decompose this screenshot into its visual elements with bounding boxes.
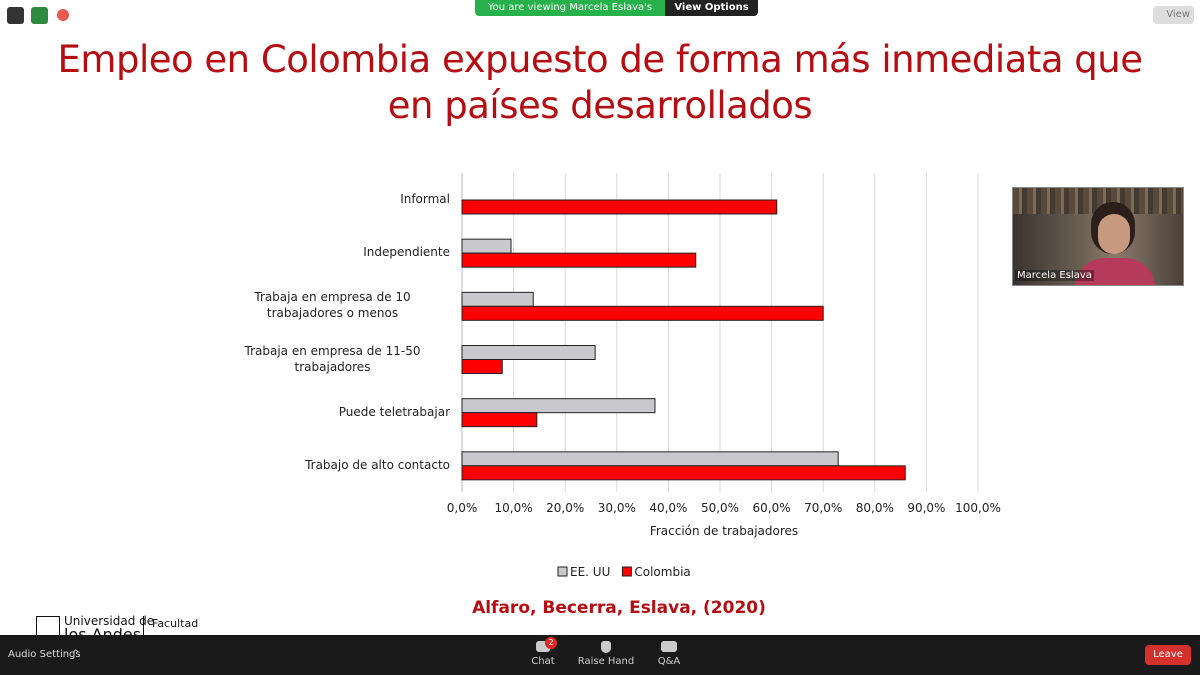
chart: 0,0% 10,0% 20,0% 30,0% 40,0% 50,0% 60,0% 70,0% 8… bbox=[447, 173, 1001, 579]
shirt bbox=[1075, 258, 1155, 285]
view-button[interactable]: View bbox=[1153, 6, 1194, 24]
category-label: Puede teletrabajar bbox=[215, 392, 450, 432]
chat-badge: 2 bbox=[545, 637, 557, 649]
bar bbox=[461, 291, 534, 307]
raise-hand-label: Raise Hand bbox=[577, 656, 635, 667]
category-text: Independiente bbox=[363, 245, 450, 260]
bar bbox=[461, 451, 839, 467]
bar bbox=[461, 465, 906, 481]
logo-mark bbox=[36, 616, 60, 637]
category-label: Trabaja en empresa de 10 trabajadores o … bbox=[215, 285, 450, 325]
participant-name: Marcela Eslava bbox=[1015, 270, 1094, 281]
x-tick-label: 80,0% bbox=[856, 501, 894, 515]
category-text: Puede teletrabajar bbox=[338, 404, 450, 419]
x-tick-label: 40,0% bbox=[649, 501, 687, 515]
audio-settings[interactable]: Audio Settings bbox=[8, 649, 81, 660]
leave-button[interactable]: Leave bbox=[1145, 645, 1191, 665]
legend-swatch bbox=[557, 566, 568, 577]
category-text: Trabajo de alto contacto bbox=[305, 457, 450, 472]
x-tick-label: 70,0% bbox=[804, 501, 842, 515]
x-tick-label: 100,0% bbox=[955, 501, 1001, 515]
bar bbox=[461, 238, 512, 254]
bar bbox=[461, 199, 778, 215]
bar bbox=[461, 359, 503, 374]
legend-label: EE. UU bbox=[570, 565, 610, 579]
citation: Alfaro, Becerra, Eslava, (2020) bbox=[472, 598, 766, 618]
x-tick-label: 90,0% bbox=[907, 501, 945, 515]
legend: EE. UU Colombia bbox=[557, 565, 691, 579]
bar bbox=[461, 252, 697, 268]
category-text: Informal bbox=[400, 192, 450, 206]
legend-label: Colombia bbox=[634, 565, 690, 579]
logo-text: Universidad de bbox=[64, 614, 155, 628]
chat-button[interactable]: Chat bbox=[513, 641, 573, 667]
bar bbox=[461, 398, 656, 414]
category-text: Trabaja en empresa de 11-50 trabajadores bbox=[244, 343, 421, 374]
face bbox=[1098, 214, 1130, 254]
qa-button[interactable]: Q&A bbox=[639, 641, 699, 667]
audio-caret[interactable]: ^ bbox=[72, 649, 80, 659]
x-axis-title: Fracción de trabajadores bbox=[650, 524, 798, 538]
bar bbox=[461, 412, 538, 428]
x-tick-label: 0,0% bbox=[447, 501, 478, 515]
view-options[interactable]: View Options bbox=[665, 0, 758, 16]
legend-swatch bbox=[621, 566, 632, 577]
x-tick-label: 30,0% bbox=[598, 501, 636, 515]
bar bbox=[461, 345, 596, 360]
record-icon bbox=[57, 9, 69, 21]
slide-title: Empleo en Colombia expuesto de forma más… bbox=[57, 38, 1143, 81]
category-text: Trabaja en empresa de 10 trabajadores o … bbox=[254, 290, 411, 321]
qa-label: Q&A bbox=[657, 656, 681, 667]
x-tick-label: 60,0% bbox=[753, 501, 791, 515]
category-label: Trabaja en empresa de 11-50 trabajadores bbox=[215, 339, 450, 379]
logo-faculty: Facultad bbox=[152, 617, 199, 630]
category-label: Independiente bbox=[215, 232, 450, 272]
raise-hand-button[interactable]: Raise Hand bbox=[576, 641, 636, 667]
bar bbox=[461, 305, 824, 321]
logo-divider bbox=[143, 616, 144, 635]
info-icon[interactable] bbox=[7, 7, 24, 24]
video-tile[interactable]: Marcela Eslava bbox=[1012, 187, 1184, 286]
x-tick-label: 10,0% bbox=[495, 501, 533, 515]
chat-label: Chat bbox=[531, 656, 555, 667]
logo-text: los Andes bbox=[64, 626, 141, 635]
category-label: Informal bbox=[215, 179, 450, 219]
x-tick-label: 20,0% bbox=[546, 501, 584, 515]
share-banner: You are viewing Marcela Eslava's screen bbox=[475, 0, 665, 29]
slide-title: en países desarrollados bbox=[387, 84, 813, 127]
toolbar: Audio Settings ^ Chat 2 Raise Hand Q&A L… bbox=[0, 635, 1200, 675]
security-icon[interactable] bbox=[31, 7, 48, 24]
x-tick-label: 50,0% bbox=[701, 501, 739, 515]
category-label: Trabajo de alto contacto bbox=[215, 445, 450, 485]
